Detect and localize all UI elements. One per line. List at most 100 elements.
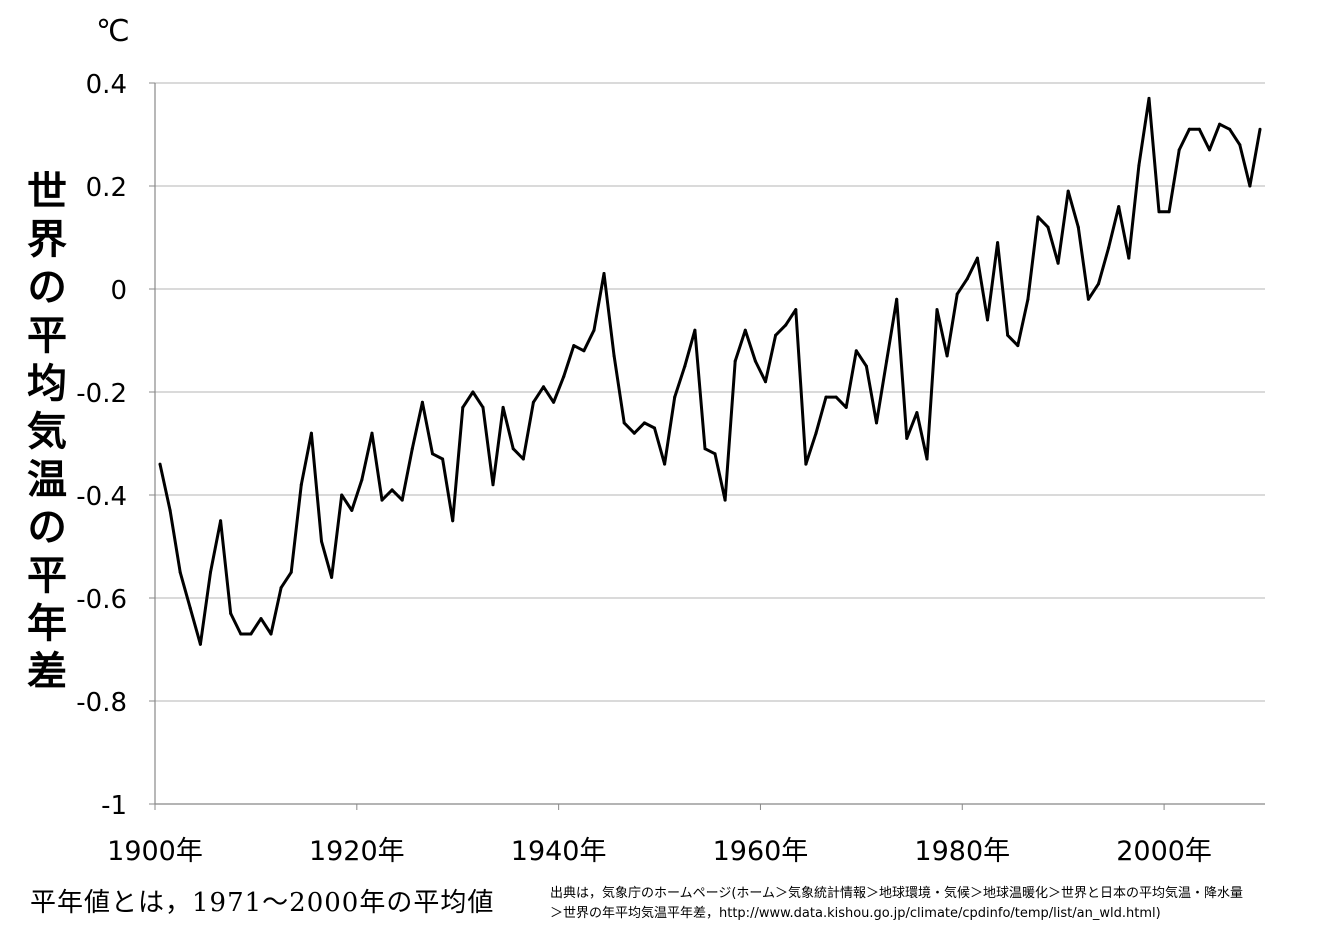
data-point	[1258, 127, 1262, 131]
x-tick-label: 1960年	[713, 836, 809, 867]
data-point	[1137, 163, 1141, 167]
data-point	[350, 508, 354, 512]
series-line	[158, 96, 1262, 646]
data-point	[895, 297, 899, 301]
data-point	[1056, 261, 1060, 265]
data-point	[209, 570, 212, 574]
data-point	[663, 462, 667, 466]
data-point	[380, 498, 384, 502]
y-tick-label: 0.2	[86, 173, 127, 203]
data-point	[1218, 122, 1222, 126]
data-point	[572, 344, 576, 348]
data-point	[501, 405, 505, 409]
data-point	[461, 405, 465, 409]
data-point	[481, 405, 485, 409]
data-point	[683, 364, 687, 368]
data-point	[1016, 344, 1020, 348]
data-point	[1167, 210, 1171, 214]
x-tick-label: 1900年	[107, 836, 203, 867]
data-point	[925, 457, 929, 461]
data-point	[905, 436, 909, 440]
data-point	[320, 539, 323, 543]
source-line-1: 出典は，気象庁のホームページ(ホーム＞気象統計情報＞地球環境・気候＞地球温暖化＞…	[550, 886, 1244, 901]
data-point	[309, 431, 313, 435]
data-point	[915, 411, 919, 415]
data-point	[330, 575, 334, 579]
data-point	[400, 498, 404, 502]
data-point	[1036, 215, 1040, 219]
data-point	[713, 452, 717, 456]
data-point	[441, 457, 445, 461]
y-tick-label: -0.2	[76, 379, 127, 409]
y-tick-label: 0	[110, 276, 127, 306]
data-point	[794, 308, 798, 312]
data-point	[986, 318, 989, 322]
data-point	[1086, 297, 1090, 301]
data-point	[814, 431, 818, 435]
data-point	[1157, 210, 1161, 214]
y-tick-label: -0.8	[76, 688, 127, 718]
data-point	[965, 277, 969, 281]
data-point	[885, 359, 889, 363]
data-point	[289, 570, 293, 574]
data-point	[1046, 225, 1050, 229]
data-point	[1076, 225, 1080, 229]
data-point	[451, 519, 455, 523]
data-point	[1238, 143, 1242, 147]
data-point	[542, 385, 545, 389]
data-point	[935, 308, 939, 312]
data-point	[844, 405, 848, 409]
source-citation: 出典は，気象庁のホームページ(ホーム＞気象統計情報＞地球環境・気候＞地球温暖化＞…	[550, 884, 1310, 924]
data-point	[612, 354, 616, 358]
data-point	[582, 349, 586, 353]
data-point	[259, 617, 263, 621]
data-point	[360, 478, 364, 482]
data-point	[229, 612, 233, 615]
line-chart: 0.4 0.2 0 -0.2 -0.4 -0.6 -0.8 -1 1900年 1920年 1940…	[76, 70, 1265, 867]
data-point	[723, 498, 727, 502]
y-tick-labels: 0.4 0.2 0 -0.2 -0.4 -0.6 -0.8 -1	[76, 70, 127, 821]
data-point	[804, 462, 808, 466]
data-point	[370, 431, 374, 435]
data-point	[239, 632, 243, 636]
data-point	[198, 642, 202, 646]
data-point	[875, 421, 878, 425]
source-line-2: ＞世界の年平均気温平年差，http://www.data.kishou.go.j…	[550, 906, 1161, 921]
data-point	[168, 508, 172, 512]
data-point	[955, 292, 959, 296]
data-point	[653, 426, 656, 430]
data-point	[562, 375, 566, 379]
data-point	[420, 400, 424, 404]
data-point	[864, 364, 868, 368]
y-tick-label: -0.6	[76, 585, 127, 615]
data-point	[1117, 205, 1121, 209]
data-point	[511, 447, 515, 451]
data-point	[632, 431, 636, 435]
x-tick-label: 2000年	[1116, 836, 1212, 867]
data-point	[975, 256, 979, 260]
data-point	[743, 328, 747, 332]
series-layer	[158, 96, 1262, 646]
data-point	[390, 488, 394, 492]
data-point	[1127, 256, 1131, 260]
data-point	[1228, 127, 1232, 131]
data-point	[945, 354, 949, 358]
data-point	[158, 462, 162, 466]
data-point	[552, 400, 556, 404]
x-tick-label: 1980年	[914, 836, 1010, 867]
data-point	[642, 421, 646, 425]
data-point	[188, 606, 192, 610]
x-tick-label: 1940年	[511, 836, 607, 867]
y-axis-title: 世界の平均気温の平年差	[20, 170, 66, 698]
gridlines	[155, 82, 1265, 702]
x-tick-label: 1920年	[309, 836, 405, 867]
data-point	[1107, 246, 1111, 250]
data-point	[1097, 282, 1100, 286]
data-point	[733, 359, 737, 363]
data-point	[774, 333, 778, 337]
data-point	[1066, 189, 1070, 193]
data-point	[1208, 148, 1211, 152]
y-tick-label: -0.4	[76, 482, 127, 512]
data-point	[693, 328, 697, 332]
data-point	[1177, 148, 1181, 152]
